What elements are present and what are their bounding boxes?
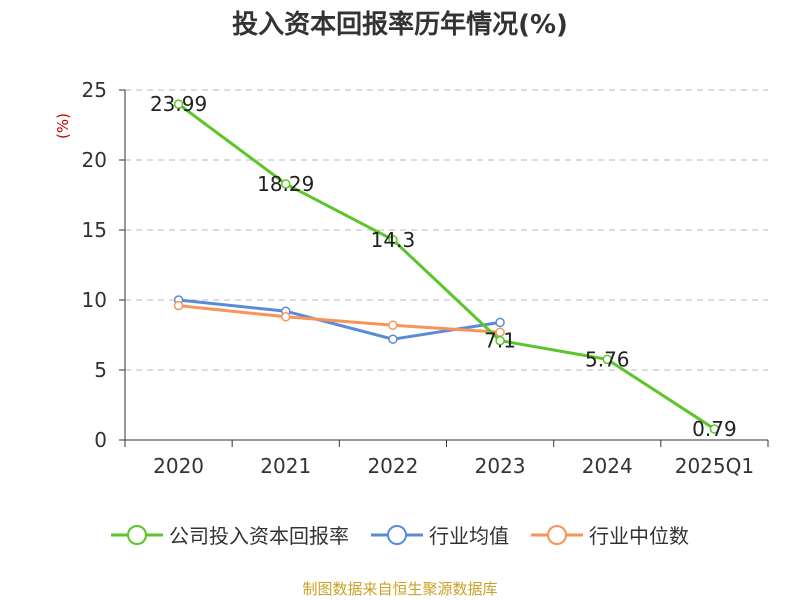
y-tick-label: 0 [94, 428, 107, 452]
x-tick-label: 2024 [582, 454, 633, 478]
x-tick-label: 2020 [153, 454, 204, 478]
x-tick-label: 2025Q1 [675, 454, 754, 478]
grid-lines [125, 89, 768, 371]
data-label: 18.29 [257, 172, 314, 196]
data-point [388, 334, 398, 344]
x-tick-label: 2022 [367, 454, 418, 478]
y-tick-label: 20 [82, 148, 107, 172]
legend-label: 行业均值 [429, 524, 509, 548]
series-line [177, 102, 716, 431]
chart-title: 投入资本回报率历年情况(%) [232, 10, 568, 40]
data-label: 0.79 [692, 417, 737, 441]
y-axis-label: (%) [54, 113, 72, 139]
legend-item[interactable]: 公司投入资本回报率 [111, 520, 349, 549]
legend-marker-icon [531, 524, 583, 545]
data-point [602, 354, 612, 365]
data-point [495, 335, 505, 346]
data-labels: 23.99 18.29 14.3 7.1 5.76 0.79 [150, 92, 737, 441]
x-tick-label: 2023 [475, 454, 526, 478]
data-point [281, 312, 291, 322]
data-point [173, 99, 184, 109]
legend-item[interactable]: 行业均值 [371, 520, 509, 549]
x-tick-label: 2021 [260, 454, 311, 478]
legend-marker-icon [371, 524, 423, 545]
data-label: 14.3 [371, 228, 416, 252]
y-tick-label: 25 [82, 78, 107, 102]
data-point [495, 317, 505, 328]
plot-area: 0 5 10 15 20 25 2020 2021 2022 2023 2024 2025Q1 23.… [54, 78, 769, 478]
y-tick-label: 10 [82, 288, 107, 312]
axes: 0 5 10 15 20 25 2020 2021 2022 2023 2024 2025Q1 [82, 78, 769, 478]
series-lines [173, 99, 720, 434]
data-point [388, 235, 398, 245]
legend: 公司投入资本回报率 行业均值 行业中位数 [0, 520, 800, 549]
data-label: 5.76 [585, 347, 630, 371]
data-point [173, 300, 184, 311]
data-point [388, 320, 398, 330]
data-label: 23.99 [150, 92, 207, 116]
legend-label: 行业中位数 [589, 524, 689, 548]
series-line [178, 298, 501, 341]
data-label: 7.1 [484, 329, 516, 353]
legend-marker-icon [111, 524, 163, 545]
y-tick-label: 15 [82, 218, 107, 242]
legend-label: 公司投入资本回报率 [169, 524, 349, 548]
legend-item[interactable]: 行业中位数 [531, 520, 689, 549]
y-tick-label: 5 [94, 358, 107, 382]
data-point [709, 424, 720, 434]
series-line [178, 304, 501, 334]
data-point [281, 179, 291, 189]
source-note: 制图数据来自恒生聚源数据库 [302, 580, 498, 598]
